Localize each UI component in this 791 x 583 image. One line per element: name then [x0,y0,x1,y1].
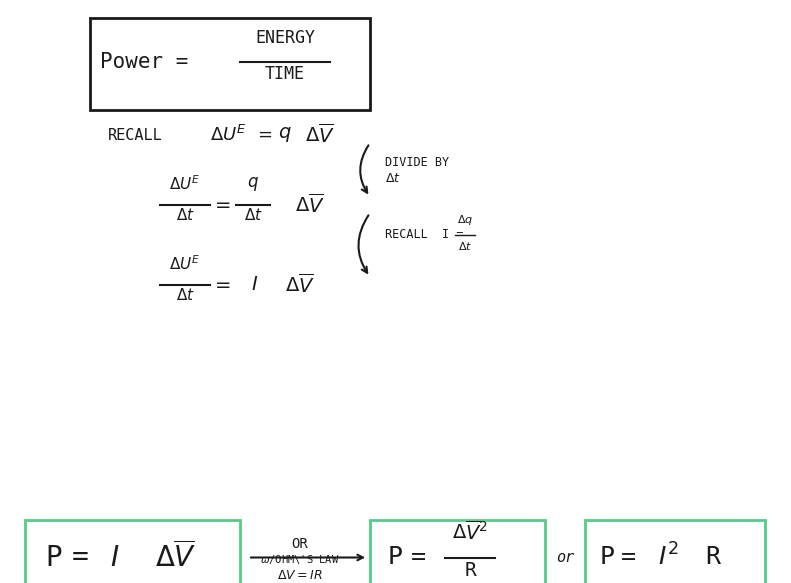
Text: $I^2$: $I^2$ [658,544,679,571]
Text: =: = [620,546,635,570]
Text: DIVIDE BY: DIVIDE BY [385,156,449,168]
Text: CHANGE IN
ELECTRICAL POTENTIAL
"CHANGE IN VOLTAGE": CHANGE IN ELECTRICAL POTENTIAL "CHANGE I… [0,582,1,583]
Text: RECALL: RECALL [108,128,163,142]
Text: ENERGY: ENERGY [255,29,315,47]
Text: $\Delta\overline{V}$: $\Delta\overline{V}$ [285,273,315,297]
Bar [585,520,765,583]
Text: =: = [214,276,231,294]
Text: $q$: $q$ [278,125,292,145]
Text: $\Delta t$: $\Delta t$ [176,287,195,303]
Text: ELECTRICAL POWER: ELECTRICAL POWER [0,582,1,583]
Text: $\Delta U^E$: $\Delta U^E$ [169,174,201,193]
Text: $\Delta\overline{V}$: $\Delta\overline{V}$ [295,193,325,217]
Text: TIME: TIME [265,65,305,83]
Text: $\Delta V = IR$: $\Delta V = IR$ [277,569,323,582]
Text: CURRENT: CURRENT [0,582,1,583]
Text: $\Delta U^E$: $\Delta U^E$ [169,254,201,273]
Text: =: = [214,195,231,215]
Text: $I$: $I$ [252,276,259,294]
Text: $\Delta\overline{V}$: $\Delta\overline{V}$ [305,123,335,147]
Text: R: R [464,560,476,580]
Text: $\Delta t$: $\Delta t$ [458,240,472,252]
Text: RECALL  I =: RECALL I = [385,229,464,241]
Text: Power =: Power = [100,52,188,72]
Bar [25,520,240,583]
Text: $\Delta t$: $\Delta t$ [176,207,195,223]
Text: *USEFUL WHEN
$\Delta V$ = CONSTANT: *USEFUL WHEN $\Delta V$ = CONSTANT [0,582,1,583]
Text: $\Delta t$: $\Delta t$ [244,207,263,223]
Text: * USEFUL WHEN
$I$ = CONSTANT: * USEFUL WHEN $I$ = CONSTANT [0,582,1,583]
Text: $\Delta t$: $\Delta t$ [385,171,401,184]
Text: $\Delta\overline{V}^2$: $\Delta\overline{V}^2$ [452,520,488,543]
Bar [370,520,545,583]
Text: R: R [705,546,720,570]
Text: $\Delta U^E$: $\Delta U^E$ [210,125,247,145]
Text: $\Delta q$: $\Delta q$ [457,213,473,227]
Text: P: P [600,546,615,570]
Text: or: or [556,550,574,565]
Text: =: = [411,546,426,570]
Text: $\Delta\overline{V}$: $\Delta\overline{V}$ [155,542,197,574]
Text: $\omega$/OHM\'S LAW: $\omega$/OHM\'S LAW [260,553,339,566]
Text: P: P [388,546,403,570]
Text: $q$: $q$ [247,175,259,193]
Text: P: P [45,543,62,571]
Text: =: = [72,543,89,571]
Text: =: = [258,126,273,144]
Text: OR: OR [292,536,308,550]
Bar [90,18,370,110]
Text: $I$: $I$ [110,543,119,571]
